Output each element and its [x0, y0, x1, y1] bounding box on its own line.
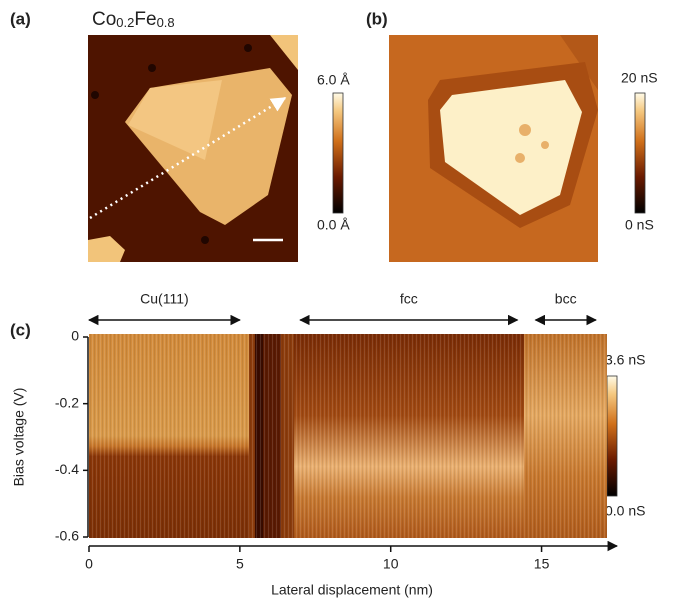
colorbar [606, 375, 618, 497]
title-part: Fe [134, 9, 156, 30]
colorbar [634, 92, 646, 214]
y-tick-label: 0 [71, 328, 79, 344]
y-tick-label: -0.4 [55, 461, 79, 477]
conductance-image [389, 35, 598, 262]
y-tick-label: -0.2 [55, 394, 79, 410]
x-tick-label: 15 [534, 556, 550, 572]
topography-image [88, 35, 298, 262]
x-tick-label: 5 [236, 556, 244, 572]
colorbar-min: 0 nS [625, 217, 654, 233]
x-axis-label: Lateral displacement (nm) [271, 582, 433, 598]
streaks [89, 334, 607, 538]
annotation-label: bcc [555, 291, 577, 307]
colorbar-min: 0.0 nS [605, 503, 645, 519]
x-tick-label: 10 [383, 556, 399, 572]
colorbar [332, 92, 344, 214]
annotation-label: Cu(111) [140, 291, 189, 307]
y-tick-label: -0.6 [55, 528, 79, 544]
x-tick-label: 0 [85, 556, 93, 572]
colorbar-max: 3.6 nS [605, 352, 645, 368]
colorbar-max: 20 nS [621, 70, 658, 86]
panel-label: (c) [10, 320, 31, 339]
title-part: Co [92, 9, 116, 30]
title-sub: 0.2 [116, 15, 134, 30]
y-axis-label: Bias voltage (V) [11, 388, 27, 487]
title-sub: 0.8 [157, 15, 175, 30]
heatmap-image [89, 334, 607, 538]
panel-label: (b) [366, 9, 388, 28]
annotation-label: fcc [400, 291, 418, 307]
colorbar-max: 6.0 Å [317, 72, 350, 88]
colorbar-min: 0.0 Å [317, 217, 350, 233]
panel-label: (a) [10, 9, 31, 28]
panel-title: Co0.2Fe0.8 [92, 9, 175, 30]
